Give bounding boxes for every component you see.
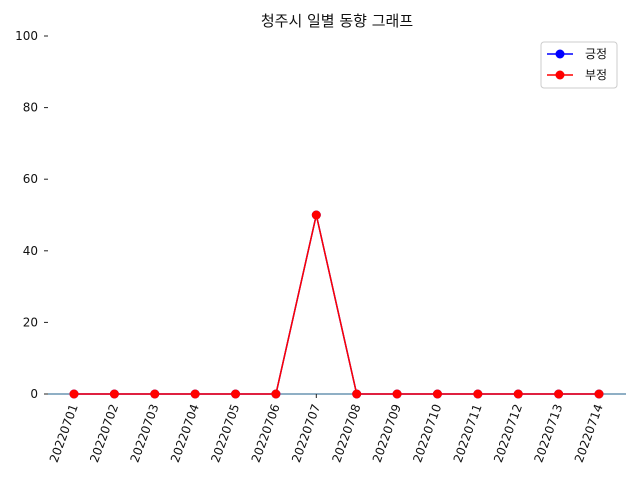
y-tick-label: 80 xyxy=(23,101,38,115)
data-point xyxy=(392,389,402,399)
data-point xyxy=(109,389,119,399)
legend-label: 부정 xyxy=(585,68,607,82)
x-tick-label: 20220701 xyxy=(47,402,81,464)
x-tick-label: 20220711 xyxy=(451,402,485,464)
x-tick-label: 20220713 xyxy=(531,402,565,464)
data-point xyxy=(190,389,200,399)
data-point xyxy=(432,389,442,399)
legend-label: 긍정 xyxy=(585,47,607,61)
data-point xyxy=(594,389,604,399)
data-point xyxy=(513,389,523,399)
legend-swatch-marker xyxy=(555,70,565,80)
x-axis: 20220701 20220702 20220703 20220704 20220705… xyxy=(47,393,626,464)
y-tick-label: 20 xyxy=(23,315,38,329)
data-point xyxy=(271,389,281,399)
data-point xyxy=(473,389,483,399)
x-tick-label: 20220708 xyxy=(329,402,363,464)
y-tick-label: 40 xyxy=(23,244,38,258)
x-tick-label: 20220707 xyxy=(289,402,323,464)
data-point xyxy=(231,389,241,399)
y-axis: 0 20 40 60 80 100 xyxy=(15,29,48,401)
data-point xyxy=(150,389,160,399)
x-tick-label: 20220709 xyxy=(370,402,404,464)
series-layer xyxy=(69,210,604,399)
x-tick-label: 20220710 xyxy=(410,402,444,464)
data-point xyxy=(311,210,321,220)
y-tick-label: 0 xyxy=(30,387,38,401)
x-tick-label: 20220704 xyxy=(168,402,202,464)
x-tick-label: 20220706 xyxy=(249,402,283,464)
data-point xyxy=(554,389,564,399)
x-tick-label: 20220714 xyxy=(572,402,606,464)
data-point xyxy=(69,389,79,399)
chart-title: 청주시 일별 동향 그래프 xyxy=(261,12,414,30)
y-tick-label: 100 xyxy=(15,29,38,43)
legend-swatch-marker xyxy=(555,49,565,59)
x-tick-label: 20220703 xyxy=(128,402,162,464)
x-tick-label: 20220702 xyxy=(87,402,121,464)
series-line-2 xyxy=(74,214,599,395)
data-point xyxy=(352,389,362,399)
x-tick-label: 20220712 xyxy=(491,402,525,464)
y-tick-label: 60 xyxy=(23,172,38,186)
x-tick-label: 20220705 xyxy=(208,402,242,464)
